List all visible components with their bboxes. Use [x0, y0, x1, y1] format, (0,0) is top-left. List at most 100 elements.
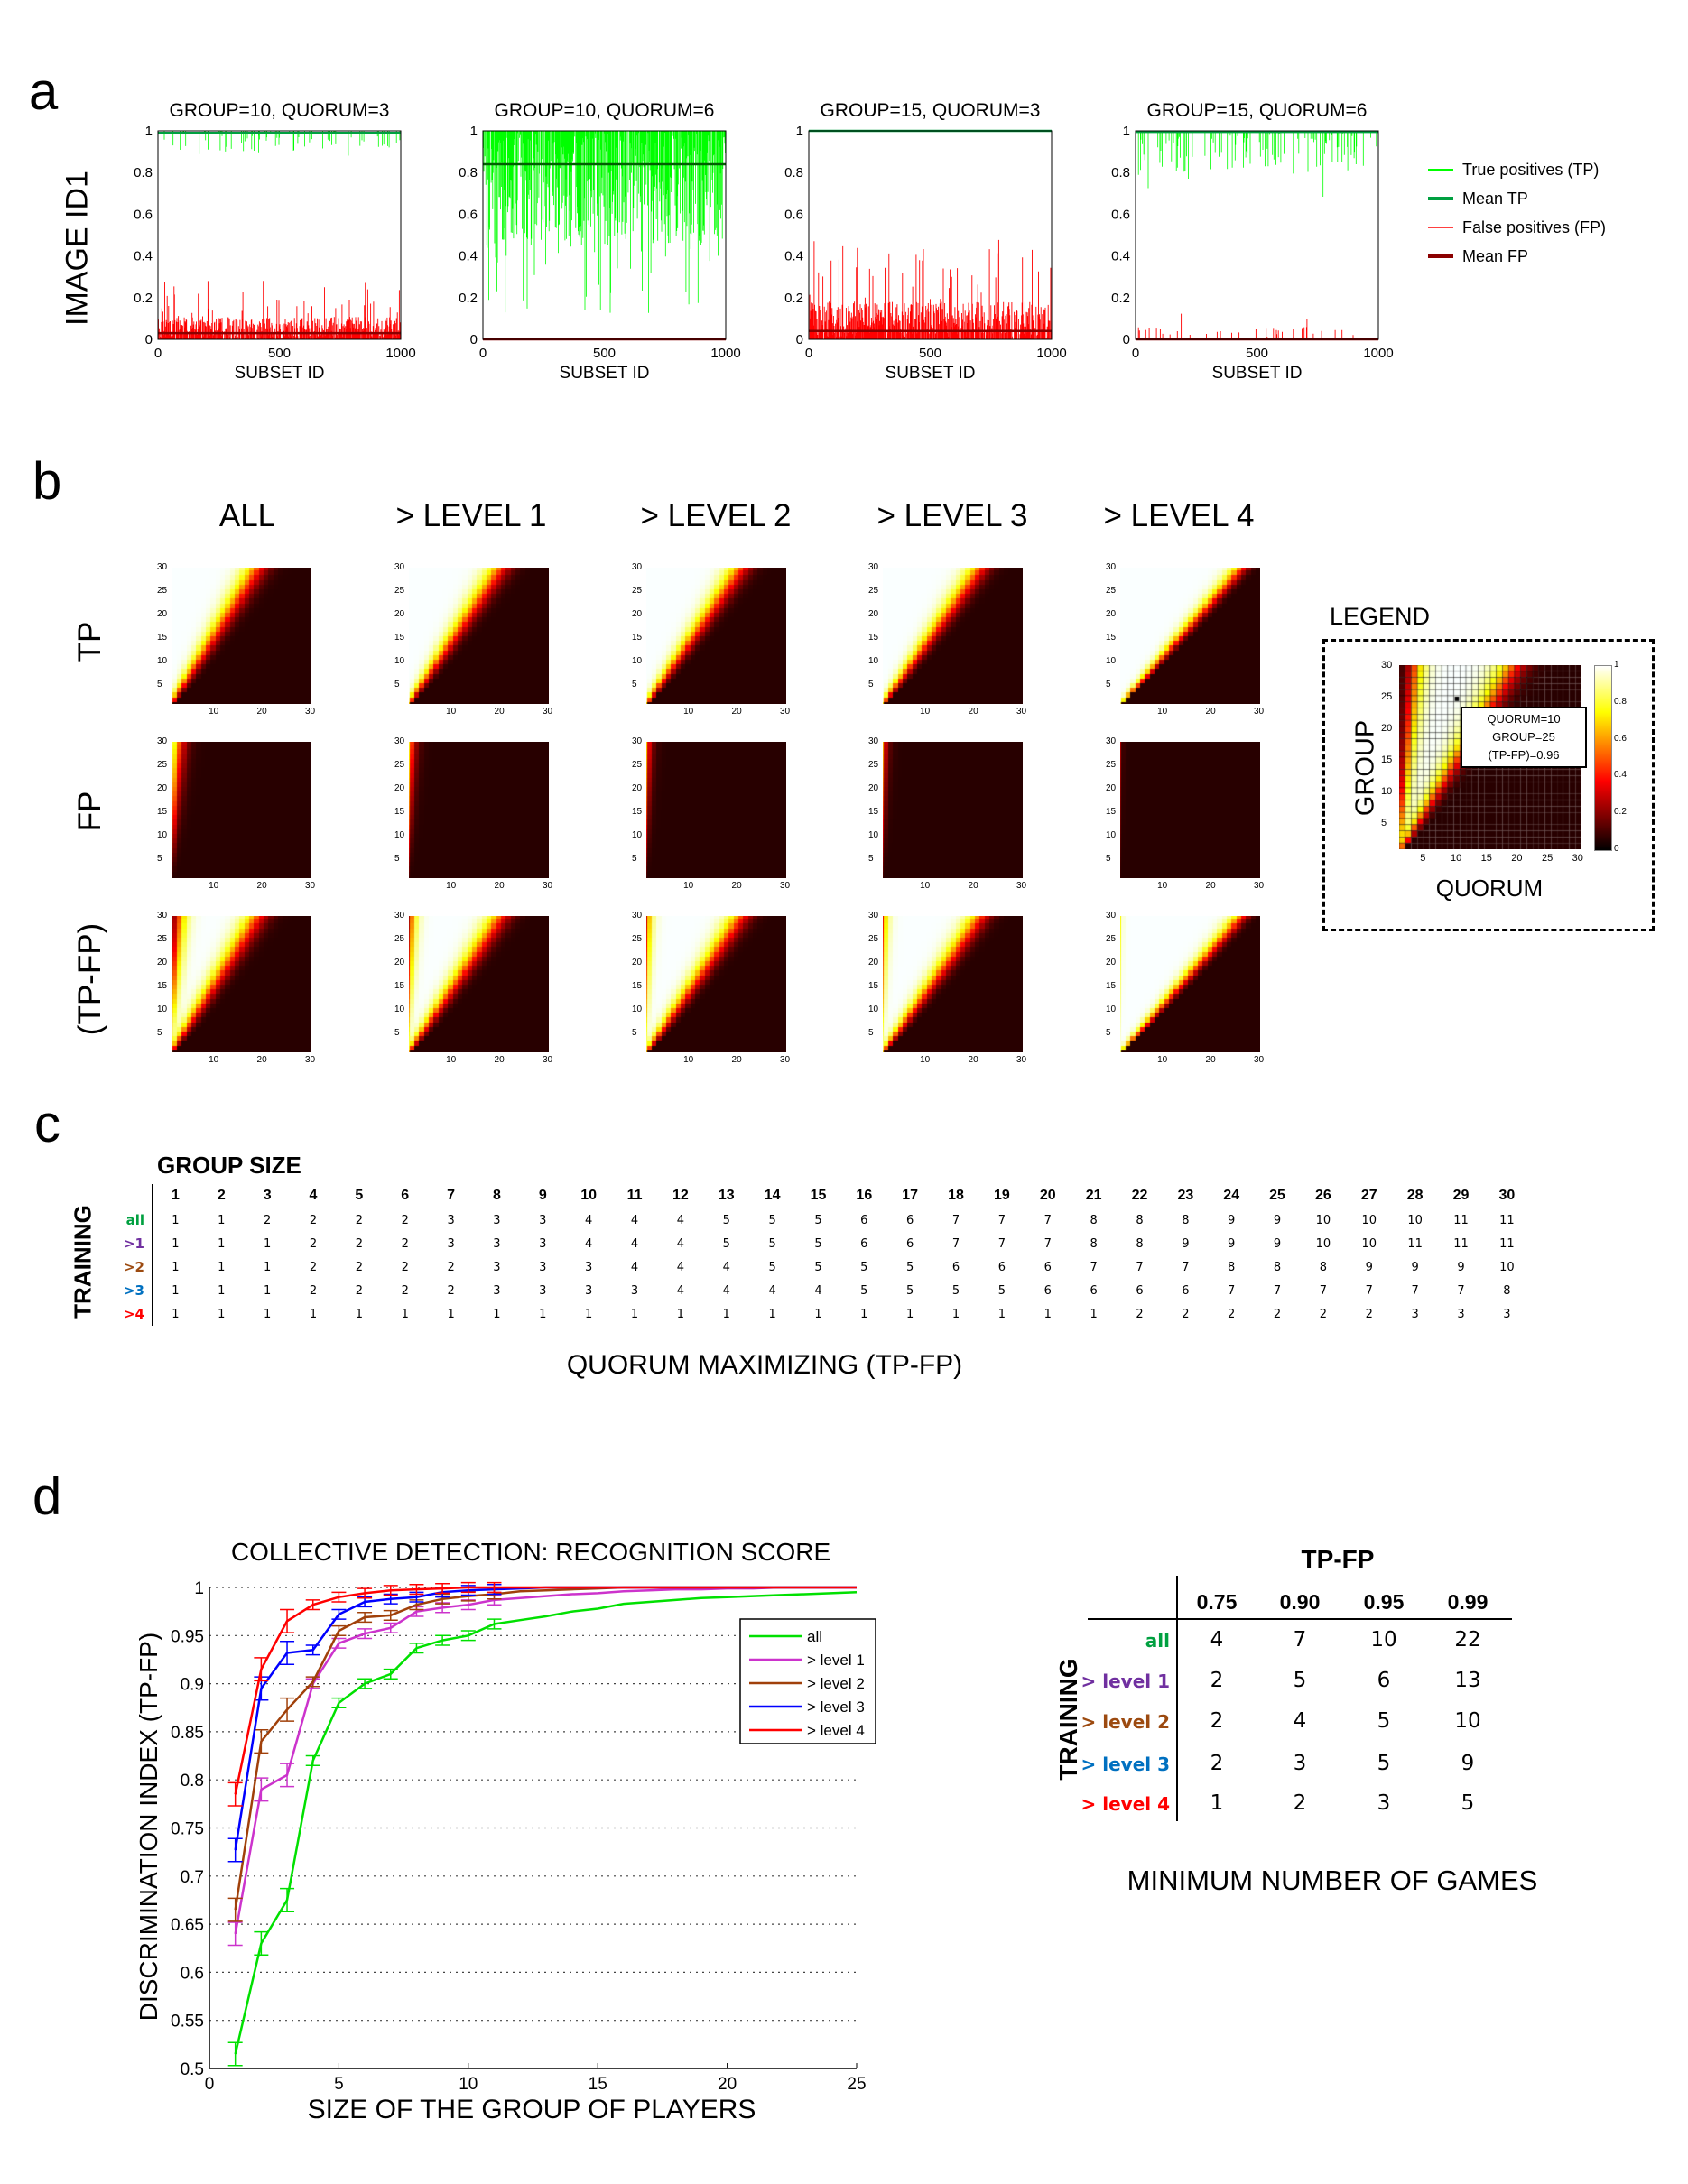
- row-header: (TP-FP): [72, 922, 107, 1036]
- quorum-value: 8: [1136, 1236, 1144, 1251]
- y-tick-label: 0.65: [171, 1916, 204, 1935]
- quorum-value: 11: [1407, 1236, 1423, 1251]
- legend-label: True positives (TP): [1462, 160, 1600, 179]
- legend-label: > level 2: [807, 1675, 865, 1692]
- group-size-header: 29: [1438, 1184, 1484, 1208]
- subset-id-label: SUBSET ID: [234, 364, 325, 383]
- quorum-value: 6: [860, 1236, 868, 1251]
- quorum-value: 7: [1043, 1213, 1052, 1227]
- group-size-header: 4: [290, 1184, 337, 1208]
- legend-box: GROUP QUORUM 30 25 20 15 10 5 5 10 15 20 25 30 QUORUM=…: [1322, 639, 1655, 931]
- legend-y-tick: 20: [1381, 723, 1393, 734]
- heatmap-y-tick: 30: [394, 736, 405, 746]
- x-tick-label: 10: [459, 2075, 478, 2094]
- quorum-value: 3: [493, 1283, 501, 1298]
- group-size-header: 9: [519, 1184, 566, 1208]
- error-bar: [409, 1643, 424, 1654]
- group-size-header: 21: [1071, 1184, 1118, 1208]
- heatmap-y-tick: 15: [632, 633, 643, 643]
- y-tick-label: 0.6: [784, 207, 803, 222]
- heatmap-y-tick: 15: [157, 807, 168, 818]
- quorum-value: 1: [172, 1307, 180, 1321]
- quorum-value: 1: [585, 1307, 593, 1321]
- min-games-value: 2: [1210, 1752, 1224, 1775]
- x-tick-label: 1000: [1363, 346, 1393, 361]
- heatmap-x-tick: 30: [1016, 1055, 1027, 1065]
- quorum-value: 2: [447, 1283, 455, 1298]
- min-games-value: 22: [1454, 1628, 1481, 1652]
- x-tick-label: 25: [847, 2075, 866, 2094]
- y-tick-label: 0.7: [181, 1868, 204, 1887]
- heatmap-y-tick: 30: [157, 911, 168, 921]
- error-bar: [280, 1763, 295, 1788]
- quorum-value: 2: [309, 1283, 318, 1298]
- min-games-value: 13: [1454, 1669, 1481, 1692]
- quorum-value: 11: [1453, 1236, 1469, 1251]
- training-level-label: all: [1145, 1630, 1170, 1652]
- quorum-value: 8: [1273, 1260, 1282, 1274]
- min-games-value: 2: [1293, 1791, 1307, 1815]
- legend-swatch: [1428, 254, 1453, 258]
- legend-title: LEGEND: [1330, 603, 1431, 630]
- quorum-value: 3: [585, 1260, 593, 1274]
- heatmap-y-tick: 25: [394, 586, 405, 597]
- quorum-value: 5: [997, 1283, 1006, 1298]
- error-bar: [357, 1678, 373, 1689]
- group-size-header: 17: [886, 1184, 933, 1208]
- heatmap-y-tick: 15: [868, 633, 879, 643]
- training-level-label: >2: [99, 1255, 153, 1279]
- quorum-value: 1: [768, 1307, 776, 1321]
- heatmap-x-tick: 30: [780, 707, 791, 717]
- y-tick-label: 0.85: [171, 1724, 204, 1743]
- quorum-value: 7: [1043, 1236, 1052, 1251]
- quorum-value: 8: [1319, 1260, 1328, 1274]
- quorum-value: 4: [676, 1213, 685, 1227]
- heatmap-x-tick: 30: [543, 1055, 553, 1065]
- quorum-value: 10: [1315, 1213, 1331, 1227]
- heatmap-y-tick: 10: [394, 656, 405, 667]
- threshold-header: 0.99: [1447, 1590, 1489, 1614]
- quorum-value: 4: [630, 1213, 639, 1227]
- heatmap-x-tick: 20: [256, 707, 267, 717]
- error-bar: [305, 1754, 320, 1766]
- heatmap-y-tick: 20: [394, 783, 405, 794]
- error-bar: [460, 1630, 476, 1642]
- min-games-value: 5: [1377, 1752, 1391, 1775]
- quorum-value: 2: [401, 1236, 409, 1251]
- quorum-value: 9: [1182, 1236, 1190, 1251]
- heatmap-y-tick: 15: [1106, 981, 1117, 992]
- error-bar: [280, 1887, 295, 1912]
- y-tick-label: 0.9: [181, 1676, 204, 1695]
- quorum-value: 6: [1090, 1283, 1098, 1298]
- quorum-value: 6: [1182, 1283, 1190, 1298]
- training-level-label: all: [99, 1208, 153, 1232]
- quorum-value: 5: [814, 1260, 822, 1274]
- legend-x-tick: 30: [1572, 853, 1583, 864]
- heatmap-x-tick: 10: [446, 707, 457, 717]
- heatmap-y-tick: 20: [868, 783, 879, 794]
- group-size-header: 7: [428, 1184, 475, 1208]
- training-level-label: >1: [99, 1232, 153, 1255]
- quorum-value: 3: [539, 1260, 547, 1274]
- legend-group-label: GROUP: [1350, 719, 1380, 817]
- error-bar: [357, 1587, 373, 1599]
- table-row: >4 1 1 1 1 1 1 1 1 1 1 1 1 1 1 1 1 1 1 1 1 1 2 2 2 2 2 2 3 3 3: [99, 1302, 1530, 1326]
- quorum-value: 1: [493, 1307, 501, 1321]
- y-tick-label: 1: [470, 124, 478, 139]
- subset-plot: 0 0.2 0.4 0.6 0.8 1 0 500 1000: [784, 124, 1067, 361]
- legend-swatch: [1428, 227, 1453, 228]
- fp-trace: [157, 281, 402, 339]
- quorum-value: 2: [1273, 1307, 1282, 1321]
- heatmap-x-tick: 20: [256, 1055, 267, 1065]
- group-size-header: 10: [565, 1184, 612, 1208]
- group-size-header: 26: [1300, 1184, 1347, 1208]
- x-tick-label: 0: [205, 2075, 215, 2094]
- heatmap-y-tick: 20: [868, 958, 879, 968]
- heatmap-x-tick: 30: [1016, 707, 1027, 717]
- group-size-header: 13: [703, 1184, 750, 1208]
- heatmap-x-tick: 30: [1016, 881, 1027, 891]
- error-bar: [305, 1599, 320, 1611]
- heatmap-y-tick: 30: [157, 736, 168, 746]
- heatmap-x-tick: 10: [209, 881, 219, 891]
- heatmap-y-tick: 25: [1106, 760, 1117, 771]
